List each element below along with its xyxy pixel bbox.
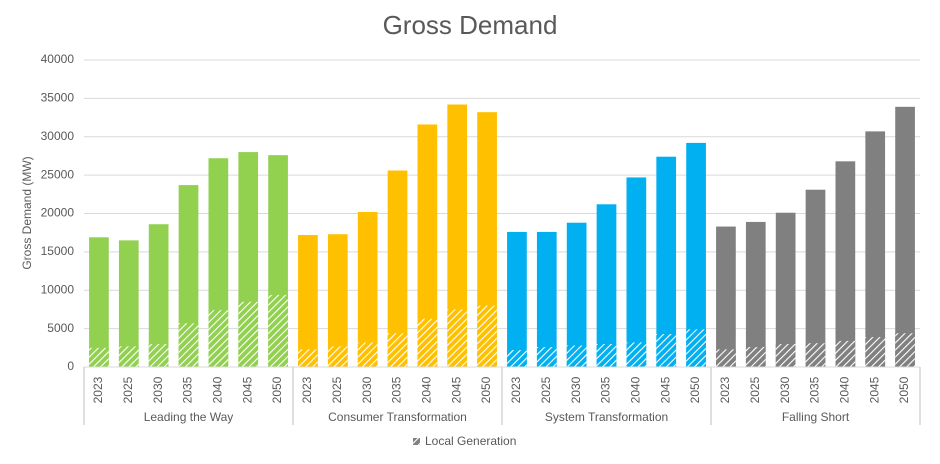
local-generation-bar — [148, 343, 169, 367]
local-generation-bar — [805, 343, 826, 367]
bar — [118, 240, 139, 367]
x-tick-label: 2023 — [718, 376, 732, 403]
y-tick-label: 15000 — [41, 244, 75, 258]
bar — [477, 112, 497, 367]
bar — [536, 231, 557, 367]
x-tick-label: 2040 — [838, 376, 852, 403]
bar — [387, 170, 408, 367]
chart-title: Gross Demand — [383, 10, 558, 40]
y-tick-label: 25000 — [41, 167, 75, 181]
x-tick-label: 2050 — [479, 376, 493, 403]
y-tick-label: 35000 — [41, 91, 75, 105]
bar — [566, 222, 587, 367]
bar — [626, 177, 647, 367]
x-tick-label: 2050 — [897, 376, 911, 403]
x-tick-label: 2030 — [151, 376, 165, 403]
y-tick-label: 20000 — [41, 206, 75, 220]
x-tick-label: 2050 — [270, 376, 284, 403]
bar — [895, 106, 915, 367]
x-tick-label: 2023 — [509, 376, 523, 403]
local-generation-bar — [835, 340, 856, 367]
x-tick-label: 2023 — [300, 376, 314, 403]
bar — [716, 226, 736, 367]
bar — [327, 234, 348, 367]
x-tick-label: 2035 — [390, 376, 404, 403]
bar — [148, 224, 169, 367]
local-generation-bar — [298, 349, 318, 367]
local-generation-bar — [596, 343, 617, 367]
x-tick-label: 2030 — [778, 376, 792, 403]
x-tick-label: 2035 — [181, 376, 195, 403]
bar — [775, 212, 796, 367]
local-generation-bar — [566, 345, 587, 367]
x-tick-label: 2030 — [360, 376, 374, 403]
local-generation-bar — [417, 318, 438, 367]
local-generation-bar — [686, 329, 706, 367]
bar — [417, 124, 438, 367]
local-generation-bar — [895, 333, 915, 367]
local-generation-bar — [626, 342, 647, 367]
x-tick-label: 2023 — [91, 376, 105, 403]
local-generation-bar — [865, 337, 886, 367]
local-generation-bar — [238, 301, 259, 367]
legend-label: Local Generation — [425, 434, 516, 448]
local-generation-bar — [118, 346, 139, 367]
bar — [298, 234, 318, 367]
group-label: System Transformation — [545, 410, 668, 424]
y-tick-label: 40000 — [41, 52, 75, 66]
x-tick-label: 2045 — [867, 376, 881, 403]
y-tick-label: 30000 — [41, 129, 75, 143]
local-generation-bar — [387, 333, 408, 367]
x-tick-label: 2040 — [211, 376, 225, 403]
y-tick-label: 0 — [67, 359, 74, 373]
x-tick-label: 2040 — [629, 376, 643, 403]
local-generation-bar — [716, 349, 736, 367]
bar — [178, 185, 199, 367]
local-generation-bar — [178, 323, 199, 367]
bar — [89, 237, 109, 367]
local-generation-bar — [775, 343, 796, 367]
local-generation-bar — [327, 346, 348, 367]
x-tick-label: 2035 — [808, 376, 822, 403]
local-generation-bar — [208, 310, 229, 367]
x-tick-label: 2045 — [449, 376, 463, 403]
x-tick-label: 2025 — [539, 376, 553, 403]
local-generation-bar — [745, 347, 766, 367]
x-tick-label: 2040 — [420, 376, 434, 403]
bar — [596, 204, 617, 367]
local-generation-bar — [477, 305, 497, 367]
group-label: Consumer Transformation — [328, 410, 467, 424]
bar — [656, 156, 677, 367]
local-generation-bar — [357, 342, 378, 367]
x-tick-label: 2050 — [688, 376, 702, 403]
bar — [805, 189, 826, 367]
x-tick-label: 2045 — [658, 376, 672, 403]
legend-swatch — [413, 438, 420, 445]
x-tick-label: 2045 — [240, 376, 254, 403]
x-tick-label: 2025 — [748, 376, 762, 403]
group-label: Falling Short — [782, 410, 850, 424]
bar — [507, 231, 527, 367]
y-tick-label: 10000 — [41, 282, 75, 296]
bar — [686, 142, 706, 367]
y-tick-label: 5000 — [47, 321, 74, 335]
bar — [357, 211, 378, 367]
local-generation-bar — [447, 309, 468, 367]
local-generation-bar — [656, 333, 677, 367]
local-generation-bar — [536, 347, 557, 367]
bar — [745, 221, 766, 367]
x-tick-label: 2035 — [599, 376, 613, 403]
x-tick-label: 2030 — [569, 376, 583, 403]
bar — [835, 161, 856, 367]
group-label: Leading the Way — [144, 410, 234, 424]
local-generation-bar — [268, 294, 288, 367]
x-tick-label: 2025 — [330, 376, 344, 403]
x-tick-label: 2025 — [121, 376, 135, 403]
bar — [447, 104, 468, 367]
y-axis-title: Gross Demand (MW) — [20, 156, 34, 269]
local-generation-bar — [507, 350, 527, 367]
local-generation-bar — [89, 347, 109, 367]
bar — [865, 131, 886, 367]
